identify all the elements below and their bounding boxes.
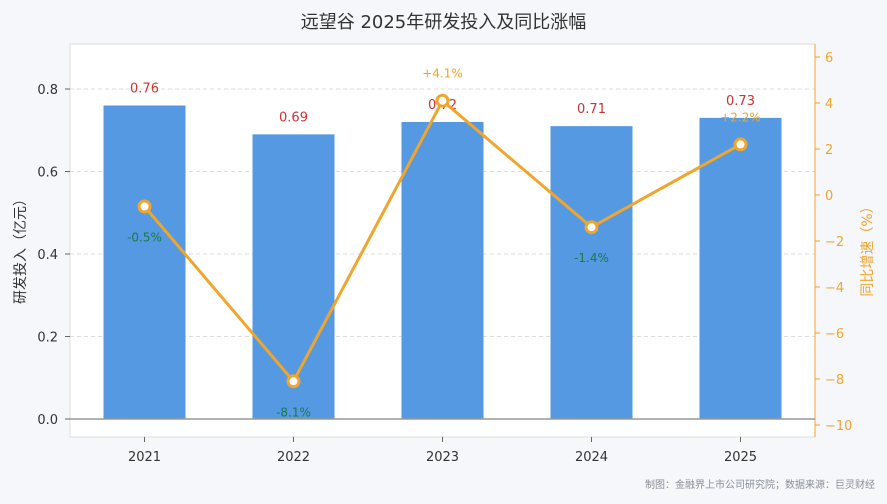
x-tick-label: 2021 (128, 450, 161, 465)
left-tick-label: 0.8 (37, 83, 58, 98)
right-tick-label: 2 (825, 143, 833, 158)
right-tick-label: −4 (825, 281, 844, 296)
growth-value-label: -1.4% (574, 251, 609, 265)
growth-point-2024 (584, 220, 599, 235)
x-tick-label: 2023 (426, 450, 459, 465)
right-tick-label: −8 (825, 373, 844, 388)
bar-value-label: 0.76 (130, 82, 159, 97)
right-tick-label: −6 (825, 327, 844, 342)
growth-value-label: +4.1% (422, 67, 463, 81)
bar-2025 (699, 117, 782, 419)
growth-point-2022 (286, 374, 301, 389)
bar-2023 (401, 122, 484, 419)
right-tick-label: 4 (825, 97, 833, 112)
source-footer: 制图：金融界上市公司研究院；数据来源：巨灵财经 (645, 480, 875, 491)
left-tick-label: 0.6 (37, 166, 58, 181)
right-tick-label: 6 (825, 51, 833, 66)
growth-value-label: +2.2% (720, 110, 761, 124)
left-tick-label: 0.4 (37, 248, 58, 263)
right-tick-label: −10 (825, 419, 852, 434)
left-tick-label: 0.0 (37, 413, 58, 428)
x-tick-label: 2025 (724, 450, 757, 465)
x-tick-label: 2022 (277, 450, 310, 465)
growth-value-label: -8.1% (276, 405, 311, 419)
bar-value-label: 0.71 (577, 102, 606, 117)
x-tick-label: 2024 (575, 450, 608, 465)
growth-point-2023 (435, 93, 450, 108)
growth-point-2025 (733, 137, 748, 152)
growth-value-label: -0.5% (127, 231, 162, 245)
bar-2021 (103, 105, 186, 419)
bar-value-label: 0.69 (279, 110, 308, 125)
growth-point-2021 (137, 199, 152, 214)
bar-value-label: 0.73 (726, 94, 755, 109)
chart-title: 远望谷 2025年研发投入及同比涨幅 (300, 12, 587, 33)
left-axis-title: 研发投入（亿元） (13, 192, 29, 304)
left-tick-label: 0.2 (37, 331, 58, 346)
bar-2024 (550, 126, 633, 419)
bar-2022 (252, 134, 335, 419)
right-tick-label: 0 (825, 189, 833, 204)
right-axis-title: 同比增速（%） (860, 199, 876, 296)
right-tick-label: −2 (825, 235, 844, 250)
